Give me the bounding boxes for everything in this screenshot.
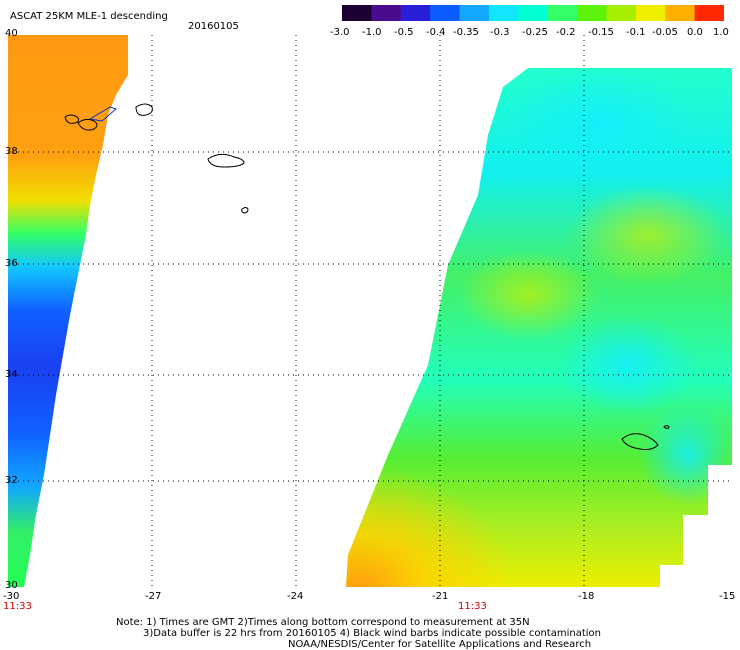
note-line-2: 3)Data buffer is 22 hrs from 20160105 4)…	[143, 628, 601, 639]
coastlines	[64, 103, 670, 450]
colorbar-label: -0.35	[453, 27, 479, 38]
lon-label: -30	[3, 591, 20, 602]
colorbar-swatch	[518, 5, 549, 21]
map-date: 20160105	[188, 21, 239, 32]
colorbar-swatch	[488, 5, 519, 21]
colorbar-label: 0.0	[687, 27, 703, 38]
right-swath	[346, 68, 732, 587]
colorbar-label: -0.3	[490, 27, 510, 38]
gridlines	[8, 35, 732, 587]
lat-label: 32	[5, 475, 18, 486]
colorbar-label: -0.4	[426, 27, 446, 38]
colorbar-label: -0.25	[522, 27, 548, 38]
lon-label: -15	[719, 591, 736, 602]
lat-label: 40	[5, 28, 18, 39]
colorbar-label: -0.5	[394, 27, 414, 38]
lat-label: 30	[5, 580, 18, 591]
colorbar-swatch	[371, 5, 402, 21]
lat-label: 34	[5, 369, 18, 380]
right-swath-time: 11:33	[458, 601, 487, 612]
colorbar-swatch	[606, 5, 637, 21]
map-area	[8, 35, 732, 587]
colorbar-swatch	[694, 5, 725, 21]
colorbar-swatch	[577, 5, 607, 21]
left-swath-time: 11:33	[3, 601, 32, 612]
colorbar-swatch	[342, 5, 372, 21]
colorbar-swatch	[459, 5, 490, 21]
colorbar-label: -3.0	[330, 27, 350, 38]
colorbar-swatch	[430, 5, 461, 21]
note-line-1: Note: 1) Times are GMT 2)Times along bot…	[116, 617, 530, 628]
lon-label: -18	[578, 591, 595, 602]
colorbar-labels: -3.0 -1.0 -0.5 -0.4 -0.35 -0.3 -0.25 -0.…	[330, 27, 730, 39]
colorbar	[342, 5, 725, 21]
colorbar-swatch	[665, 5, 696, 21]
colorbar-label: -0.15	[588, 27, 614, 38]
map-svg	[8, 35, 732, 587]
lon-label: -21	[432, 591, 449, 602]
colorbar-swatch	[547, 5, 578, 21]
left-swath	[8, 35, 128, 587]
lat-label: 38	[5, 146, 18, 157]
colorbar-swatch	[400, 5, 431, 21]
lat-label: 36	[5, 258, 18, 269]
colorbar-label: -0.05	[652, 27, 678, 38]
colorbar-swatch	[635, 5, 666, 21]
colorbar-label: -0.1	[626, 27, 646, 38]
colorbar-swatches	[342, 5, 725, 21]
colorbar-label: 1.0	[713, 27, 729, 38]
note-line-3: NOAA/NESDIS/Center for Satellite Applica…	[288, 639, 592, 650]
lon-label: -24	[287, 591, 304, 602]
colorbar-label: -1.0	[362, 27, 382, 38]
colorbar-label: -0.2	[556, 27, 576, 38]
lon-label: -27	[145, 591, 162, 602]
map-title: ASCAT 25KM MLE-1 descending	[10, 11, 168, 22]
